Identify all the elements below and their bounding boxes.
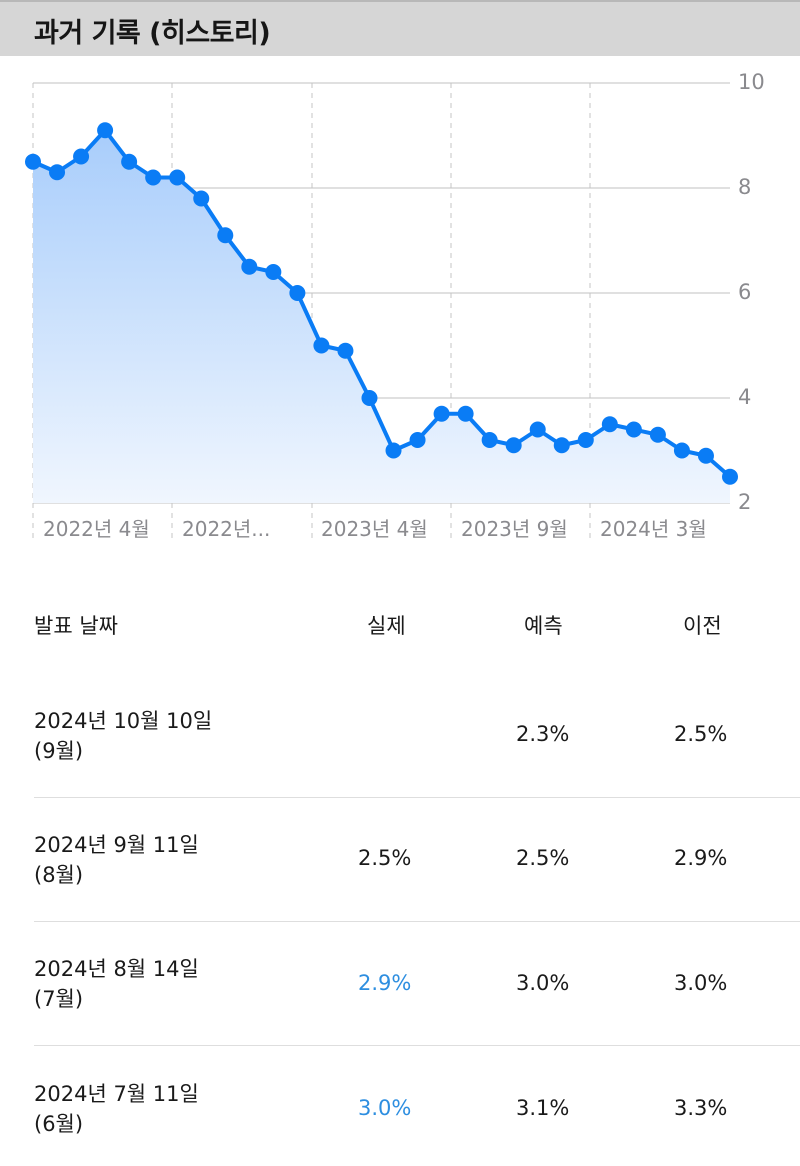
header-date: 발표 날짜 bbox=[34, 614, 118, 638]
table-row[interactable]: 2024년 7월 11일 (6월) 3.0% 3.1% 3.3% bbox=[0, 1046, 800, 1166]
x-tick-label: 2024년 3월 bbox=[600, 517, 707, 541]
data-point[interactable] bbox=[433, 405, 450, 422]
x-tick-label: 2022년... bbox=[182, 517, 271, 541]
release-date: 2024년 8월 14일 bbox=[34, 957, 199, 981]
release-date-cell: 2024년 8월 14일 (7월) bbox=[34, 954, 199, 1014]
history-chart[interactable]: 10 8 6 4 2 2022년 4월 2022년... 2023년 4월 20… bbox=[0, 56, 800, 556]
release-date: 2024년 9월 11일 bbox=[34, 833, 199, 857]
y-tick-label: 4 bbox=[738, 385, 752, 409]
area-fill bbox=[33, 130, 730, 503]
table-header: 발표 날짜 실제 예측 이전 bbox=[0, 600, 800, 650]
release-date: 2024년 10월 10일 bbox=[34, 709, 213, 733]
data-point[interactable] bbox=[289, 285, 306, 301]
header-previous: 이전 bbox=[683, 614, 722, 638]
data-point[interactable] bbox=[529, 421, 546, 438]
data-points bbox=[25, 122, 738, 485]
data-point[interactable] bbox=[97, 122, 114, 139]
section-title: 과거 기록 (히스토리) bbox=[34, 18, 271, 49]
previous-value: 3.3% bbox=[674, 1096, 728, 1120]
actual-value: 2.9% bbox=[358, 971, 412, 995]
table-row[interactable]: 2024년 10월 10일 (9월) 2.3% 2.5% bbox=[0, 674, 800, 798]
data-point[interactable] bbox=[169, 169, 186, 186]
previous-value: 2.9% bbox=[674, 846, 728, 870]
data-point[interactable] bbox=[241, 258, 258, 275]
actual-value: 2.5% bbox=[358, 846, 412, 870]
header-forecast: 예측 bbox=[524, 614, 563, 638]
data-point[interactable] bbox=[457, 405, 474, 422]
y-tick-label: 10 bbox=[738, 70, 765, 94]
release-date-cell: 2024년 9월 11일 (8월) bbox=[34, 830, 199, 890]
data-point[interactable] bbox=[385, 442, 402, 459]
forecast-value: 3.0% bbox=[516, 971, 570, 995]
chart-canvas bbox=[25, 82, 738, 543]
data-point[interactable] bbox=[601, 416, 618, 433]
actual-value: 3.0% bbox=[358, 1096, 412, 1120]
reference-period: (8월) bbox=[34, 863, 84, 887]
data-point[interactable] bbox=[49, 164, 66, 181]
release-date-cell: 2024년 10월 10일 (9월) bbox=[34, 706, 212, 766]
data-point[interactable] bbox=[193, 190, 210, 207]
data-point[interactable] bbox=[25, 153, 41, 170]
data-point[interactable] bbox=[313, 337, 330, 354]
data-point[interactable] bbox=[361, 390, 378, 406]
data-point[interactable] bbox=[577, 432, 594, 448]
data-point[interactable] bbox=[145, 169, 162, 186]
row-divider bbox=[34, 797, 800, 798]
data-point[interactable] bbox=[265, 264, 282, 280]
section-header: 과거 기록 (히스토리) bbox=[0, 0, 800, 56]
data-point[interactable] bbox=[121, 153, 138, 170]
forecast-value: 2.5% bbox=[516, 846, 570, 870]
y-tick-label: 6 bbox=[738, 280, 752, 304]
data-point[interactable] bbox=[337, 342, 354, 359]
release-date-cell: 2024년 7월 11일 (6월) bbox=[34, 1079, 199, 1139]
table-row[interactable]: 2024년 8월 14일 (7월) 2.9% 3.0% 3.0% bbox=[0, 922, 800, 1046]
forecast-value: 3.1% bbox=[516, 1096, 570, 1120]
row-divider bbox=[34, 1045, 800, 1046]
data-point[interactable] bbox=[409, 432, 426, 448]
y-tick-label: 2 bbox=[738, 490, 752, 514]
release-date: 2024년 7월 11일 bbox=[34, 1082, 199, 1106]
header-actual: 실제 bbox=[367, 614, 406, 638]
data-point[interactable] bbox=[73, 148, 90, 165]
data-point[interactable] bbox=[553, 437, 570, 454]
y-tick-label: 8 bbox=[738, 175, 752, 199]
x-tick-label: 2023년 9월 bbox=[461, 517, 568, 541]
data-point[interactable] bbox=[625, 421, 642, 438]
data-point[interactable] bbox=[722, 468, 738, 485]
data-point[interactable] bbox=[505, 437, 522, 454]
data-point[interactable] bbox=[217, 227, 234, 244]
x-tick-label: 2022년 4월 bbox=[43, 517, 150, 541]
data-point[interactable] bbox=[649, 426, 666, 443]
table-row[interactable]: 2024년 9월 11일 (8월) 2.5% 2.5% 2.9% bbox=[0, 798, 800, 922]
previous-value: 3.0% bbox=[674, 971, 728, 995]
reference-period: (7월) bbox=[34, 987, 84, 1011]
data-point[interactable] bbox=[697, 447, 714, 464]
data-point[interactable] bbox=[481, 432, 498, 448]
data-point[interactable] bbox=[673, 442, 690, 459]
x-tick-label: 2023년 4월 bbox=[321, 517, 428, 541]
reference-period: (6월) bbox=[34, 1112, 84, 1136]
previous-value: 2.5% bbox=[674, 722, 728, 746]
row-divider bbox=[34, 921, 800, 922]
forecast-value: 2.3% bbox=[516, 722, 570, 746]
reference-period: (9월) bbox=[34, 739, 84, 763]
